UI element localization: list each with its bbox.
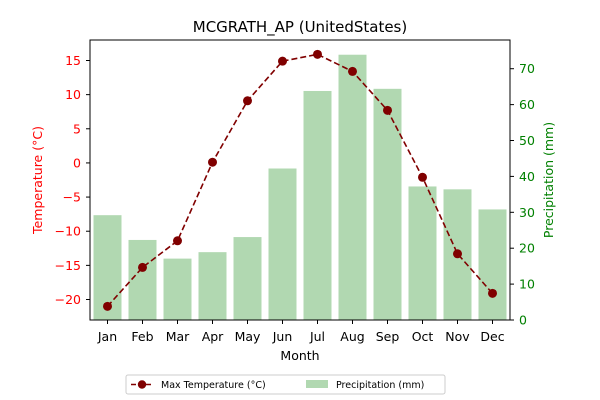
precipitation-bar-apr xyxy=(198,252,227,320)
y-left-tick-label: −10 xyxy=(55,224,81,239)
temperature-point-mar xyxy=(173,236,182,246)
temperature-point-jan xyxy=(103,301,112,311)
y-left-tick-label: −20 xyxy=(55,292,81,307)
temperature-point-aug xyxy=(348,66,357,76)
legend-bar-swatch xyxy=(306,380,328,388)
temperature-point-apr xyxy=(208,157,217,167)
legend-label-precipitation: Precipitation (mm) xyxy=(336,380,424,391)
y-axis-right-label: Precipitation (mm) xyxy=(541,122,556,238)
y-left-tick-label: 10 xyxy=(65,87,81,102)
y-right-tick-label: 60 xyxy=(519,97,535,112)
x-tick-label: Oct xyxy=(412,329,434,344)
x-tick-label: Jul xyxy=(309,329,325,344)
x-tick-label: Feb xyxy=(131,329,153,344)
x-tick-label: Jan xyxy=(97,329,117,344)
precipitation-bar-oct xyxy=(408,186,437,320)
y-right-tick-label: 40 xyxy=(519,169,535,184)
y-right-tick-label: 30 xyxy=(519,205,535,220)
temperature-point-sep xyxy=(383,105,392,115)
y-left-tick-label: 15 xyxy=(65,53,81,68)
precipitation-bar-dec xyxy=(478,209,507,320)
precipitation-bar-sep xyxy=(373,88,402,320)
legend-label-temperature: Max Temperature (°C) xyxy=(161,380,266,391)
y-right-tick-label: 0 xyxy=(519,313,527,328)
x-tick-label: Dec xyxy=(480,329,504,344)
temperature-point-nov xyxy=(453,249,462,259)
legend-frame xyxy=(125,374,446,395)
legend: Max Temperature (°C) Precipitation (mm) xyxy=(125,374,446,395)
x-tick-label: Jun xyxy=(272,329,293,344)
y-right-tick-label: 70 xyxy=(519,61,535,76)
temperature-point-feb xyxy=(138,262,147,272)
precipitation-bar-jun xyxy=(268,168,297,320)
precipitation-bar-aug xyxy=(338,54,367,320)
y-right-tick-label: 20 xyxy=(519,241,535,256)
y-left-tick-label: −15 xyxy=(55,258,81,273)
y-right-tick-label: 50 xyxy=(519,133,535,148)
x-axis-label: Month xyxy=(280,348,319,363)
temperature-point-oct xyxy=(418,172,427,182)
precipitation-bars xyxy=(93,54,507,320)
temperature-point-jul xyxy=(313,49,322,59)
temperature-line xyxy=(106,53,494,307)
plot-frame xyxy=(89,39,511,321)
temperature-point-jun xyxy=(278,56,287,66)
x-tick-label: Mar xyxy=(166,329,190,344)
y-axis-left-label: Temperature (°C) xyxy=(30,126,45,235)
y-axis-right: 0 10 20 30 40 50 60 70 xyxy=(510,61,535,328)
chart-title: MCGRATH_AP (UnitedStates) xyxy=(193,18,407,37)
x-tick-label: Nov xyxy=(445,329,470,344)
legend-marker-swatch xyxy=(137,380,147,389)
x-axis: Jan Feb Mar Apr May Jun Jul Aug Sep Oct Nov Dec xyxy=(97,320,505,344)
y-left-tick-label: 0 xyxy=(73,155,81,170)
precipitation-bar-mar xyxy=(163,258,192,320)
x-tick-label: Sep xyxy=(376,329,400,344)
precipitation-bar-jul xyxy=(303,90,332,320)
y-axis-left: −20 −15 −10 −5 0 5 10 15 xyxy=(55,53,90,307)
y-left-tick-label: −5 xyxy=(63,190,81,205)
x-tick-label: Aug xyxy=(340,329,364,344)
y-left-tick-label: 5 xyxy=(73,121,81,136)
x-tick-label: May xyxy=(235,329,261,344)
temperature-line-layer xyxy=(103,49,497,311)
y-right-tick-label: 10 xyxy=(519,277,535,292)
temperature-point-may xyxy=(243,96,252,106)
precipitation-bar-may xyxy=(233,237,262,320)
x-tick-label: Apr xyxy=(202,329,224,344)
temperature-point-dec xyxy=(488,288,497,298)
precipitation-bar-feb xyxy=(128,239,157,320)
